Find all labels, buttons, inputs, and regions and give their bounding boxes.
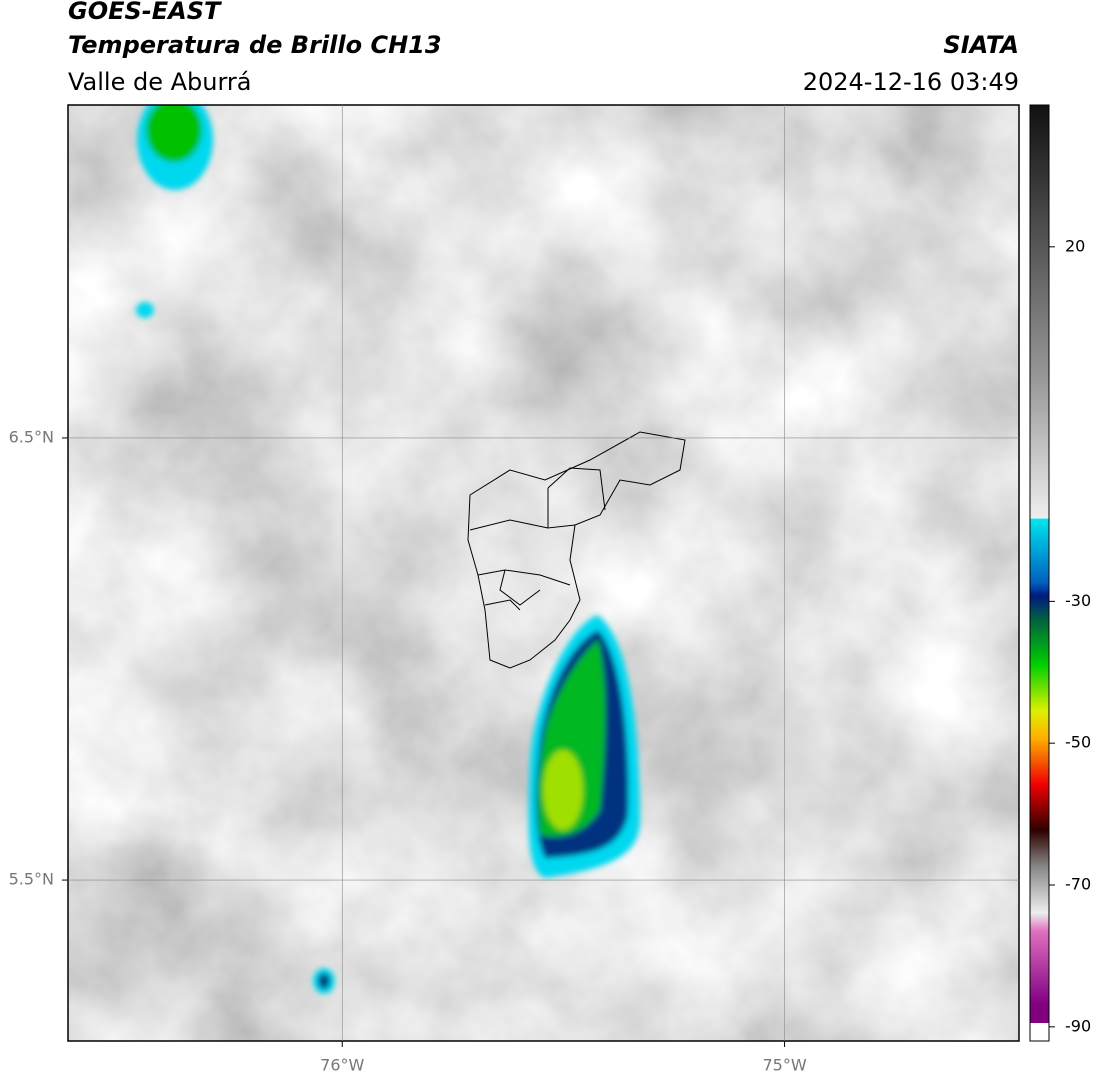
colorbar-tick-label: -90 [1065, 1016, 1091, 1035]
title: GOES-EAST [68, 0, 222, 25]
colorbar-tick-label: -30 [1065, 591, 1091, 610]
region: Valle de Aburrá [68, 68, 252, 96]
municipal-boundaries [467, 431, 686, 669]
colorbar [1030, 105, 1049, 1023]
x-tick-label: 76°W [320, 1056, 364, 1075]
y-tick-label: 6.5°N [9, 427, 54, 446]
satellite-image [68, 105, 1019, 1041]
colorbar-frame [1029, 104, 1050, 1042]
cloud-field [68, 105, 1019, 1041]
map-frame [67, 104, 1020, 1042]
colorbar-tick-label: -50 [1065, 733, 1091, 752]
subtitle: Temperatura de Brillo CH13 [68, 31, 442, 59]
cold-tops [136, 105, 640, 994]
colorbar-tick-label: 20 [1065, 236, 1085, 255]
source: SIATA [943, 31, 1019, 59]
datetime: 2024-12-16 03:49 [803, 68, 1019, 96]
y-tick-label: 5.5°N [9, 870, 54, 889]
x-tick-label: 75°W [762, 1056, 806, 1075]
colorbar-tick-label: -70 [1065, 875, 1091, 894]
